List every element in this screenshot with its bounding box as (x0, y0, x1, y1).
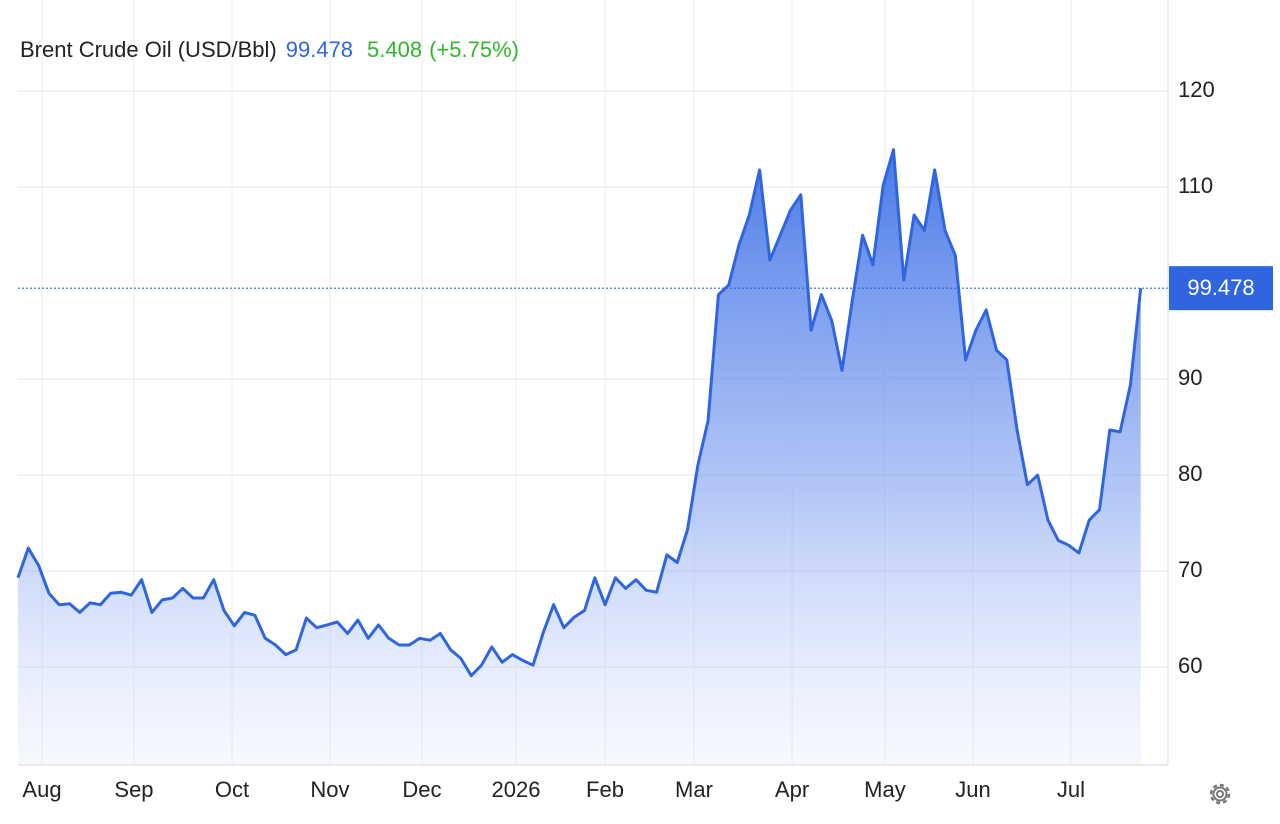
change-percent: (+5.75%) (429, 37, 519, 62)
y-tick-label: 120 (1178, 77, 1215, 102)
last-price-box (1169, 266, 1273, 311)
x-tick-label: Nov (310, 777, 349, 802)
x-tick-label: Aug (22, 777, 61, 802)
y-tick-label: 90 (1178, 365, 1202, 390)
x-tick-label: May (864, 777, 906, 802)
x-tick-label: Jun (955, 777, 990, 802)
x-tick-label: Jul (1057, 777, 1085, 802)
x-tick-label: Feb (586, 777, 624, 802)
x-tick-label: Oct (215, 777, 249, 802)
gear-teeth (1209, 783, 1231, 805)
x-tick-label: Apr (775, 777, 809, 802)
y-tick-label: 80 (1178, 461, 1202, 486)
last-price-label: 99.478 (1187, 275, 1254, 300)
gear-hub (1216, 790, 1224, 798)
change: 5.408 (367, 37, 422, 62)
settings-icon[interactable] (1209, 783, 1231, 805)
y-tick-label: 70 (1178, 557, 1202, 582)
area-fill (18, 149, 1141, 765)
x-tick-label: Sep (114, 777, 153, 802)
y-tick-label: 110 (1178, 173, 1213, 198)
y-tick-label: 60 (1178, 653, 1202, 678)
price-line (16, 148, 1143, 678)
x-tick-label: Dec (402, 777, 441, 802)
price: 99.478 (286, 37, 353, 62)
x-tick-label: 2026 (492, 777, 541, 802)
gear-ring (1212, 786, 1228, 802)
x-tick-label: Mar (675, 777, 713, 802)
plot (16, 148, 1168, 765)
chart-title: Brent Crude Oil (USD/Bbl) (20, 37, 277, 62)
